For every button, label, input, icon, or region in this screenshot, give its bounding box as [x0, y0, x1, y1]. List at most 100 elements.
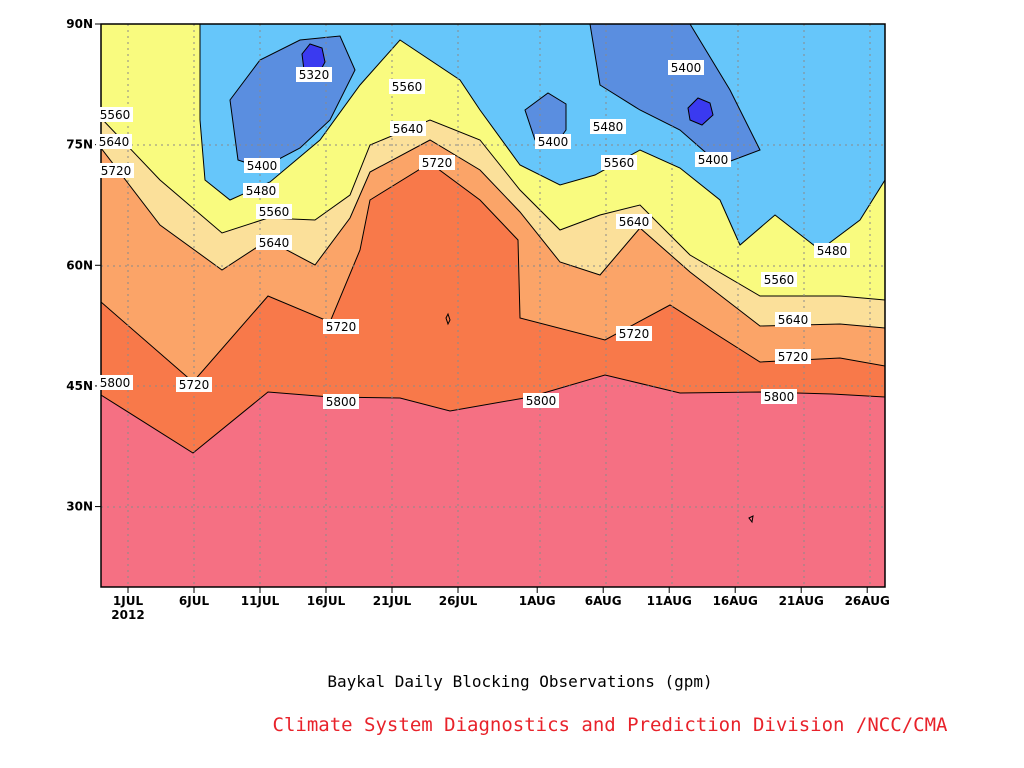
- contour-label-bg: [96, 134, 132, 149]
- contour-label-bg: [98, 163, 134, 178]
- contour-label-text: 5720: [778, 350, 809, 364]
- contour-labels: 5320 5560 5400 5640 5480 5400 5560 5720 5640 5720…: [96, 60, 850, 409]
- x-tick-label: 11AUG: [647, 594, 692, 608]
- contour-label-text: 5480: [246, 184, 277, 198]
- contour-label-text: 5720: [422, 156, 453, 170]
- contour-label-bg: [419, 155, 455, 170]
- contour-label-text: 5320: [299, 68, 330, 82]
- contour-label-text: 5800: [100, 376, 131, 390]
- contour-label-text: 5480: [593, 120, 624, 134]
- x-tick-label: 11JUL: [241, 594, 280, 608]
- band-below-5320-b: [688, 98, 713, 125]
- contour-small-loop: [445, 312, 451, 326]
- contour-label: 5480: [590, 119, 626, 134]
- contour-label-text: 5400: [247, 159, 278, 173]
- contour-label-text: 5560: [764, 273, 795, 287]
- contour-5720: [101, 162, 885, 383]
- contour-5320-b: [687, 97, 714, 126]
- contour-label-bg: [590, 119, 626, 134]
- y-tick-label: 45N: [66, 379, 93, 393]
- contour-label-bg: [97, 107, 133, 122]
- contour-label-text: 5400: [671, 61, 702, 75]
- contour-label: 5400: [695, 152, 731, 167]
- contour-label-bg: [97, 375, 133, 390]
- x-tick-label: 16AUG: [713, 594, 758, 608]
- contour-label-bg: [296, 67, 332, 82]
- contour-label-text: 5800: [526, 394, 557, 408]
- contour-label: 5720: [98, 163, 134, 178]
- contour-5640: [101, 139, 885, 329]
- y-tick-label: 90N: [66, 17, 93, 31]
- y-tick-label: 30N: [66, 500, 93, 514]
- contour-label: 5640: [96, 134, 132, 149]
- contour-label-bg: [243, 183, 279, 198]
- contour-label: 5400: [244, 158, 280, 173]
- x-year-label: 2012: [111, 608, 144, 622]
- x-axis: 1JUL 6JUL 11JUL 16JUL 21JUL 26JUL 1AUG 6AUG 11AU…: [111, 587, 890, 622]
- contour-label: 5560: [761, 272, 797, 287]
- contour-label: 5560: [389, 79, 425, 94]
- band-5320-5400-c: [525, 93, 566, 145]
- y-tick-label: 75N: [66, 138, 93, 152]
- contour-label-bg: [389, 79, 425, 94]
- x-tick-label: 6AUG: [585, 594, 622, 608]
- contour-label: 5720: [419, 155, 455, 170]
- contour-label-bg: [323, 319, 359, 334]
- contour-label: 5720: [176, 377, 212, 392]
- contour-fills: [101, 24, 885, 587]
- contour-label: 5560: [601, 155, 637, 170]
- contour-label-text: 5400: [538, 135, 569, 149]
- contour-label: 5560: [97, 107, 133, 122]
- contour-label-text: 5560: [100, 108, 131, 122]
- contour-label-bg: [616, 214, 652, 229]
- contour-label-bg: [244, 158, 280, 173]
- contour-label-text: 5480: [817, 244, 848, 258]
- contour-label-bg: [668, 60, 704, 75]
- contour-label: 5400: [668, 60, 704, 75]
- x-tick-label: 26JUL: [439, 594, 478, 608]
- contour-label-text: 5640: [99, 135, 130, 149]
- plot-frame: [100, 23, 886, 588]
- contour-5560: [101, 117, 885, 301]
- x-tick-label: 21AUG: [779, 594, 824, 608]
- contour-label: 5720: [616, 326, 652, 341]
- contour-label-text: 5720: [101, 164, 132, 178]
- contour-label-text: 5800: [764, 390, 795, 404]
- contour-label: 5640: [616, 214, 652, 229]
- contour-label-bg: [814, 243, 850, 258]
- contour-label: 5640: [256, 235, 292, 250]
- x-tick-label: 21JUL: [373, 594, 412, 608]
- credit-text: Climate System Diagnostics and Predictio…: [272, 714, 948, 736]
- contour-label-text: 5640: [259, 236, 290, 250]
- contour-label-text: 5640: [393, 122, 424, 136]
- chart-title: Baykal Daily Blocking Observations (gpm): [327, 672, 713, 691]
- x-tick-label: 1AUG: [519, 594, 556, 608]
- contour-label-bg: [523, 393, 559, 408]
- contour-5400-b: [589, 24, 761, 166]
- contour-label-bg: [323, 394, 359, 409]
- contour-label: 5640: [390, 121, 426, 136]
- contour-label: 5720: [323, 319, 359, 334]
- contour-label: 5320: [296, 67, 332, 82]
- contour-label-bg: [256, 204, 292, 219]
- x-tick-label: 26AUG: [845, 594, 890, 608]
- y-tick-label: 60N: [66, 258, 93, 272]
- contour-label-text: 5640: [778, 313, 809, 327]
- contour-label-bg: [535, 134, 571, 149]
- x-tick-label: 6JUL: [179, 594, 210, 608]
- contour-label-text: 5560: [392, 80, 423, 94]
- contour-label: 5800: [97, 375, 133, 390]
- contour-label: 5400: [535, 134, 571, 149]
- contour-label: 5800: [323, 394, 359, 409]
- contour-label-bg: [601, 155, 637, 170]
- contour-label-text: 5720: [179, 378, 210, 392]
- contour-label-bg: [761, 389, 797, 404]
- contour-label-bg: [390, 121, 426, 136]
- x-tick-label: 1JUL: [113, 594, 144, 608]
- contour-label-bg: [616, 326, 652, 341]
- contour-label-text: 5640: [619, 215, 650, 229]
- contour-label: 5720: [775, 349, 811, 364]
- contour-plot: 1JUL 6JUL 11JUL 16JUL 21JUL 26JUL 1AUG 6AUG 11AU…: [66, 17, 890, 622]
- x-tick-label: 16JUL: [307, 594, 346, 608]
- contour-label-text: 5720: [619, 327, 650, 341]
